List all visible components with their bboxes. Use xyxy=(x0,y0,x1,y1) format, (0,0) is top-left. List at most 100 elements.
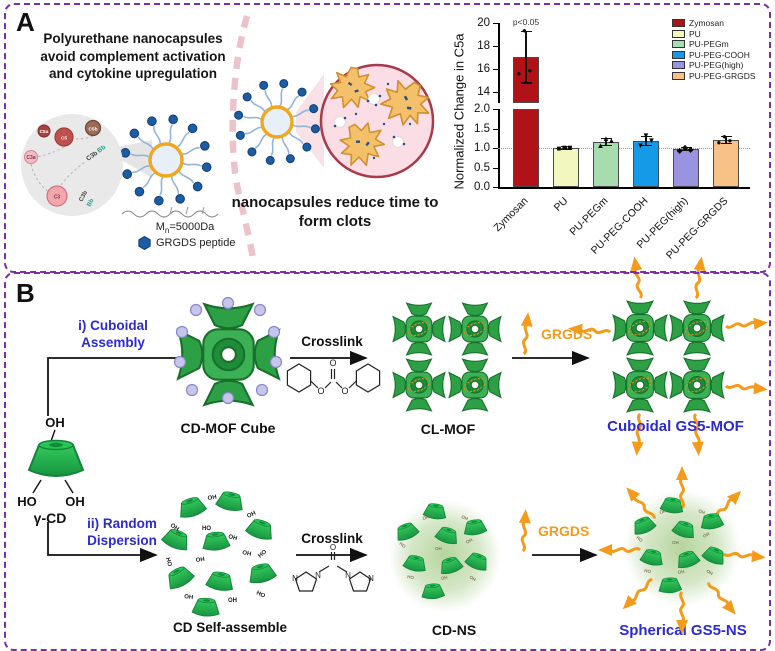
grgds-peptide-dot xyxy=(122,169,132,179)
error-cap xyxy=(720,136,732,138)
legend-swatch xyxy=(672,19,685,28)
oh-label: OH xyxy=(45,415,65,430)
grgds-peptide-dot xyxy=(134,186,145,197)
cd-ns-nanosponge: OH OH HO OH OH HO OH OH xyxy=(389,500,501,612)
legend-row: PU-PEG-GRGDS xyxy=(672,71,756,82)
polymer-mw-label: Mn=5000Da xyxy=(155,221,215,236)
grgds-peptide-dot xyxy=(192,181,203,192)
grgds-peptide-dot xyxy=(201,162,212,172)
data-point: ◆ xyxy=(682,143,689,152)
y-tick-label: 0.0 xyxy=(474,181,490,193)
oh-label: OH xyxy=(169,523,180,533)
grgds-peptide-dot xyxy=(310,124,320,134)
data-point: ▼ xyxy=(642,130,650,140)
c5-label: C5 xyxy=(61,136,67,142)
cd-cone xyxy=(246,560,278,586)
legend-row: PU-PEG-COOH xyxy=(672,50,756,61)
grgds-peptide-dot xyxy=(259,80,269,90)
grgds-peptide-dot xyxy=(265,155,275,165)
oh-label: OH xyxy=(65,494,85,509)
c3a-protein xyxy=(24,150,38,164)
y-tick xyxy=(493,109,498,110)
oh-label: OH xyxy=(465,537,473,545)
oh-label: OH xyxy=(698,508,706,515)
oh-label: HO xyxy=(202,526,211,532)
legend-row: PU-PEGm xyxy=(672,39,756,50)
legend-row: Zymosan xyxy=(672,18,756,29)
peptide-hexagon-icon xyxy=(138,235,151,251)
bar-pu-peg-grgds xyxy=(713,140,739,187)
data-point: ▲ xyxy=(607,136,616,146)
oh-label: OH xyxy=(469,575,477,583)
panel-b: B xyxy=(4,272,771,651)
grgds-peptide-dot xyxy=(297,87,307,97)
svg-text:O: O xyxy=(341,386,348,396)
data-point: ◆ xyxy=(676,145,683,155)
svg-text:O: O xyxy=(329,358,336,368)
error-cap xyxy=(680,149,692,152)
legend-swatch xyxy=(672,61,685,70)
reference-line xyxy=(498,148,750,149)
data-point: ▲ xyxy=(596,141,605,151)
cd-cone xyxy=(204,569,236,593)
cd-self-assemble-cluster: OH OH HO OH OH HO OH OH HO OH OH HO xyxy=(159,489,278,618)
grgds2-label: GRGDS xyxy=(538,523,590,539)
data-point: ● xyxy=(522,26,527,35)
oh-label: OH xyxy=(706,569,714,577)
y-tick-label: 20 xyxy=(477,17,490,29)
c5a-label: C5a xyxy=(40,129,49,135)
panel-a-title: Polyurethane nanocapsules avoid compleme… xyxy=(24,30,242,83)
y-tick-label: 16 xyxy=(477,62,490,75)
grgds-peptide-dot xyxy=(154,195,164,206)
cd-cone xyxy=(214,489,246,514)
grgds-peptide-dot xyxy=(234,110,244,120)
oh-label: OH xyxy=(677,569,685,575)
mw-symbol: M xyxy=(155,221,165,233)
error-cap xyxy=(560,148,572,150)
y-tick-label: 1.0 xyxy=(474,142,490,154)
data-point: ■ xyxy=(567,143,573,152)
legend-label: PU-PEG-GRGDS xyxy=(689,70,756,81)
cd-cone xyxy=(191,596,221,618)
zoom-cone xyxy=(296,74,324,168)
significance-label: p<0.05 xyxy=(512,17,540,27)
legend-swatch xyxy=(672,71,685,80)
cd-cone xyxy=(175,494,208,521)
grgds-peptide-dot xyxy=(279,79,289,89)
bar-pu-peg-cooh xyxy=(633,140,659,187)
cd-ns-label: CD-NS xyxy=(431,622,477,638)
oh-label: OH xyxy=(702,531,710,539)
oh-label: OH xyxy=(195,557,205,564)
chart-plot-area: 20 18 16 14 2.0 1.5 1.0 0.5 0.0 ● ● ● Zymosan ■ ■ ■ PU ▲ ▲… xyxy=(438,15,766,265)
oh-label: OH xyxy=(659,508,667,515)
c3b-label: C3b xyxy=(78,190,89,203)
data-point: ■ xyxy=(562,142,567,152)
oh-label: OH xyxy=(246,511,257,520)
bb-label: Bb xyxy=(96,144,107,155)
grgds-peptide-dot xyxy=(309,104,319,114)
nanocapsules xyxy=(120,79,320,206)
grgds-peptide-dot xyxy=(168,114,178,125)
c3-protein xyxy=(46,185,68,207)
dashed-separator xyxy=(229,15,258,265)
oh-label: HO xyxy=(255,590,266,599)
data-point: ▼ xyxy=(647,136,656,146)
error-cap xyxy=(640,144,652,147)
grgds1-label: GRGDS xyxy=(541,326,593,342)
x-axis xyxy=(498,187,750,189)
cd-cone xyxy=(244,516,277,543)
y-tick xyxy=(493,187,498,188)
svg-text:N: N xyxy=(315,571,321,580)
error-cap xyxy=(520,31,532,33)
svg-text:N: N xyxy=(368,574,374,583)
grgds-peptide-legend: GRGDS peptide xyxy=(138,235,248,251)
bar-pu xyxy=(553,148,579,187)
x-category-label: PU-PEG-COOH xyxy=(588,195,651,257)
cl-mof-label: CL-MOF xyxy=(420,421,476,437)
legend-label: PU-PEGm xyxy=(689,39,729,50)
oh-label: HO xyxy=(644,568,652,574)
ho-label: HO xyxy=(17,494,37,509)
legend-label: Zymosan xyxy=(689,18,724,29)
data-point: ■ xyxy=(556,144,562,154)
cd-cone xyxy=(201,530,231,552)
